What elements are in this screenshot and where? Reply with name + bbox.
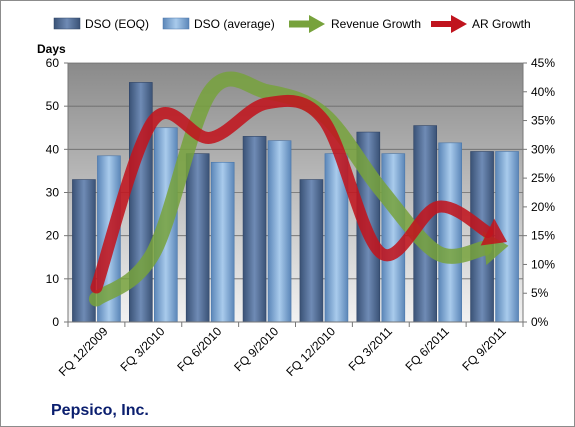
- y-tick-label: 50: [46, 99, 60, 113]
- legend-label-dso-eoq: DSO (EOQ): [85, 17, 149, 31]
- y-tick-label: 10: [46, 272, 60, 286]
- legend-arrow-head: [451, 15, 467, 33]
- legend-arrow-head: [309, 15, 325, 33]
- y-tick-label: 40: [46, 142, 60, 156]
- y2-tick-label: 45%: [531, 56, 555, 70]
- legend: DSO (EOQ) DSO (average) Revenue Growth A…: [53, 15, 531, 33]
- y2-tick-label: 5%: [531, 286, 549, 300]
- bar-dso-avg: [438, 142, 462, 323]
- legend-label-ar-growth: AR Growth: [472, 17, 531, 31]
- y-tick-label: 30: [46, 186, 60, 200]
- legend-label-dso-avg: DSO (average): [194, 17, 275, 31]
- y-axis-ticks: 0 10 20 30 40 50 60: [46, 56, 68, 329]
- y2-axis-ticks: 0% 5% 10% 15% 20% 25% 30% 35% 40% 45%: [523, 56, 555, 329]
- legend-swatch-ar-growth: [431, 15, 467, 33]
- bar-dso-eoq: [242, 136, 267, 323]
- y2-tick-label: 0%: [531, 315, 549, 329]
- y-axis-title: Days: [37, 42, 66, 56]
- y-tick-label: 0: [52, 315, 59, 329]
- ar-growth-arrowhead: [480, 218, 508, 246]
- x-tick-label: FQ 6/2011: [402, 324, 452, 374]
- bar-dso-eoq: [185, 153, 210, 323]
- y2-tick-label: 10%: [531, 257, 555, 271]
- bar-dso-avg: [210, 161, 235, 323]
- y2-tick-label: 25%: [531, 171, 555, 185]
- x-tick-label: FQ 12/2009: [56, 324, 111, 379]
- growth-lines: [88, 71, 509, 307]
- bar-dso-eoq: [299, 179, 324, 323]
- y2-tick-label: 35%: [531, 114, 555, 128]
- y-tick-label: 20: [46, 229, 60, 243]
- company-name: Pepsico, Inc.: [51, 402, 149, 419]
- y-tick-label: 60: [46, 56, 60, 70]
- legend-swatch-dso-eoq: [53, 17, 81, 30]
- x-tick-label: FQ 12/2010: [283, 324, 338, 379]
- y2-tick-label: 15%: [531, 229, 555, 243]
- x-axis-ticks: FQ 12/2009 FQ 3/2010 FQ 6/2010 FQ 9/2010 FQ …: [56, 322, 524, 379]
- y2-tick-label: 20%: [531, 200, 555, 214]
- y2-tick-label: 40%: [531, 85, 555, 99]
- x-tick-label: FQ 9/2010: [231, 324, 281, 374]
- legend-label-revenue-growth: Revenue Growth: [331, 17, 421, 31]
- ar-growth-line: [90, 94, 494, 294]
- bar-dso-avg: [267, 140, 292, 323]
- legend-swatch-dso-avg: [162, 17, 190, 30]
- x-tick-label: FQ 3/2011: [346, 324, 396, 374]
- x-tick-label: FQ 9/2011: [459, 324, 509, 374]
- x-tick-label: FQ 3/2010: [117, 324, 167, 374]
- x-tick-label: FQ 6/2010: [174, 324, 224, 374]
- y2-tick-label: 30%: [531, 142, 555, 156]
- legend-swatch-revenue-growth: [289, 15, 325, 33]
- revenue-growth-line: [88, 71, 493, 307]
